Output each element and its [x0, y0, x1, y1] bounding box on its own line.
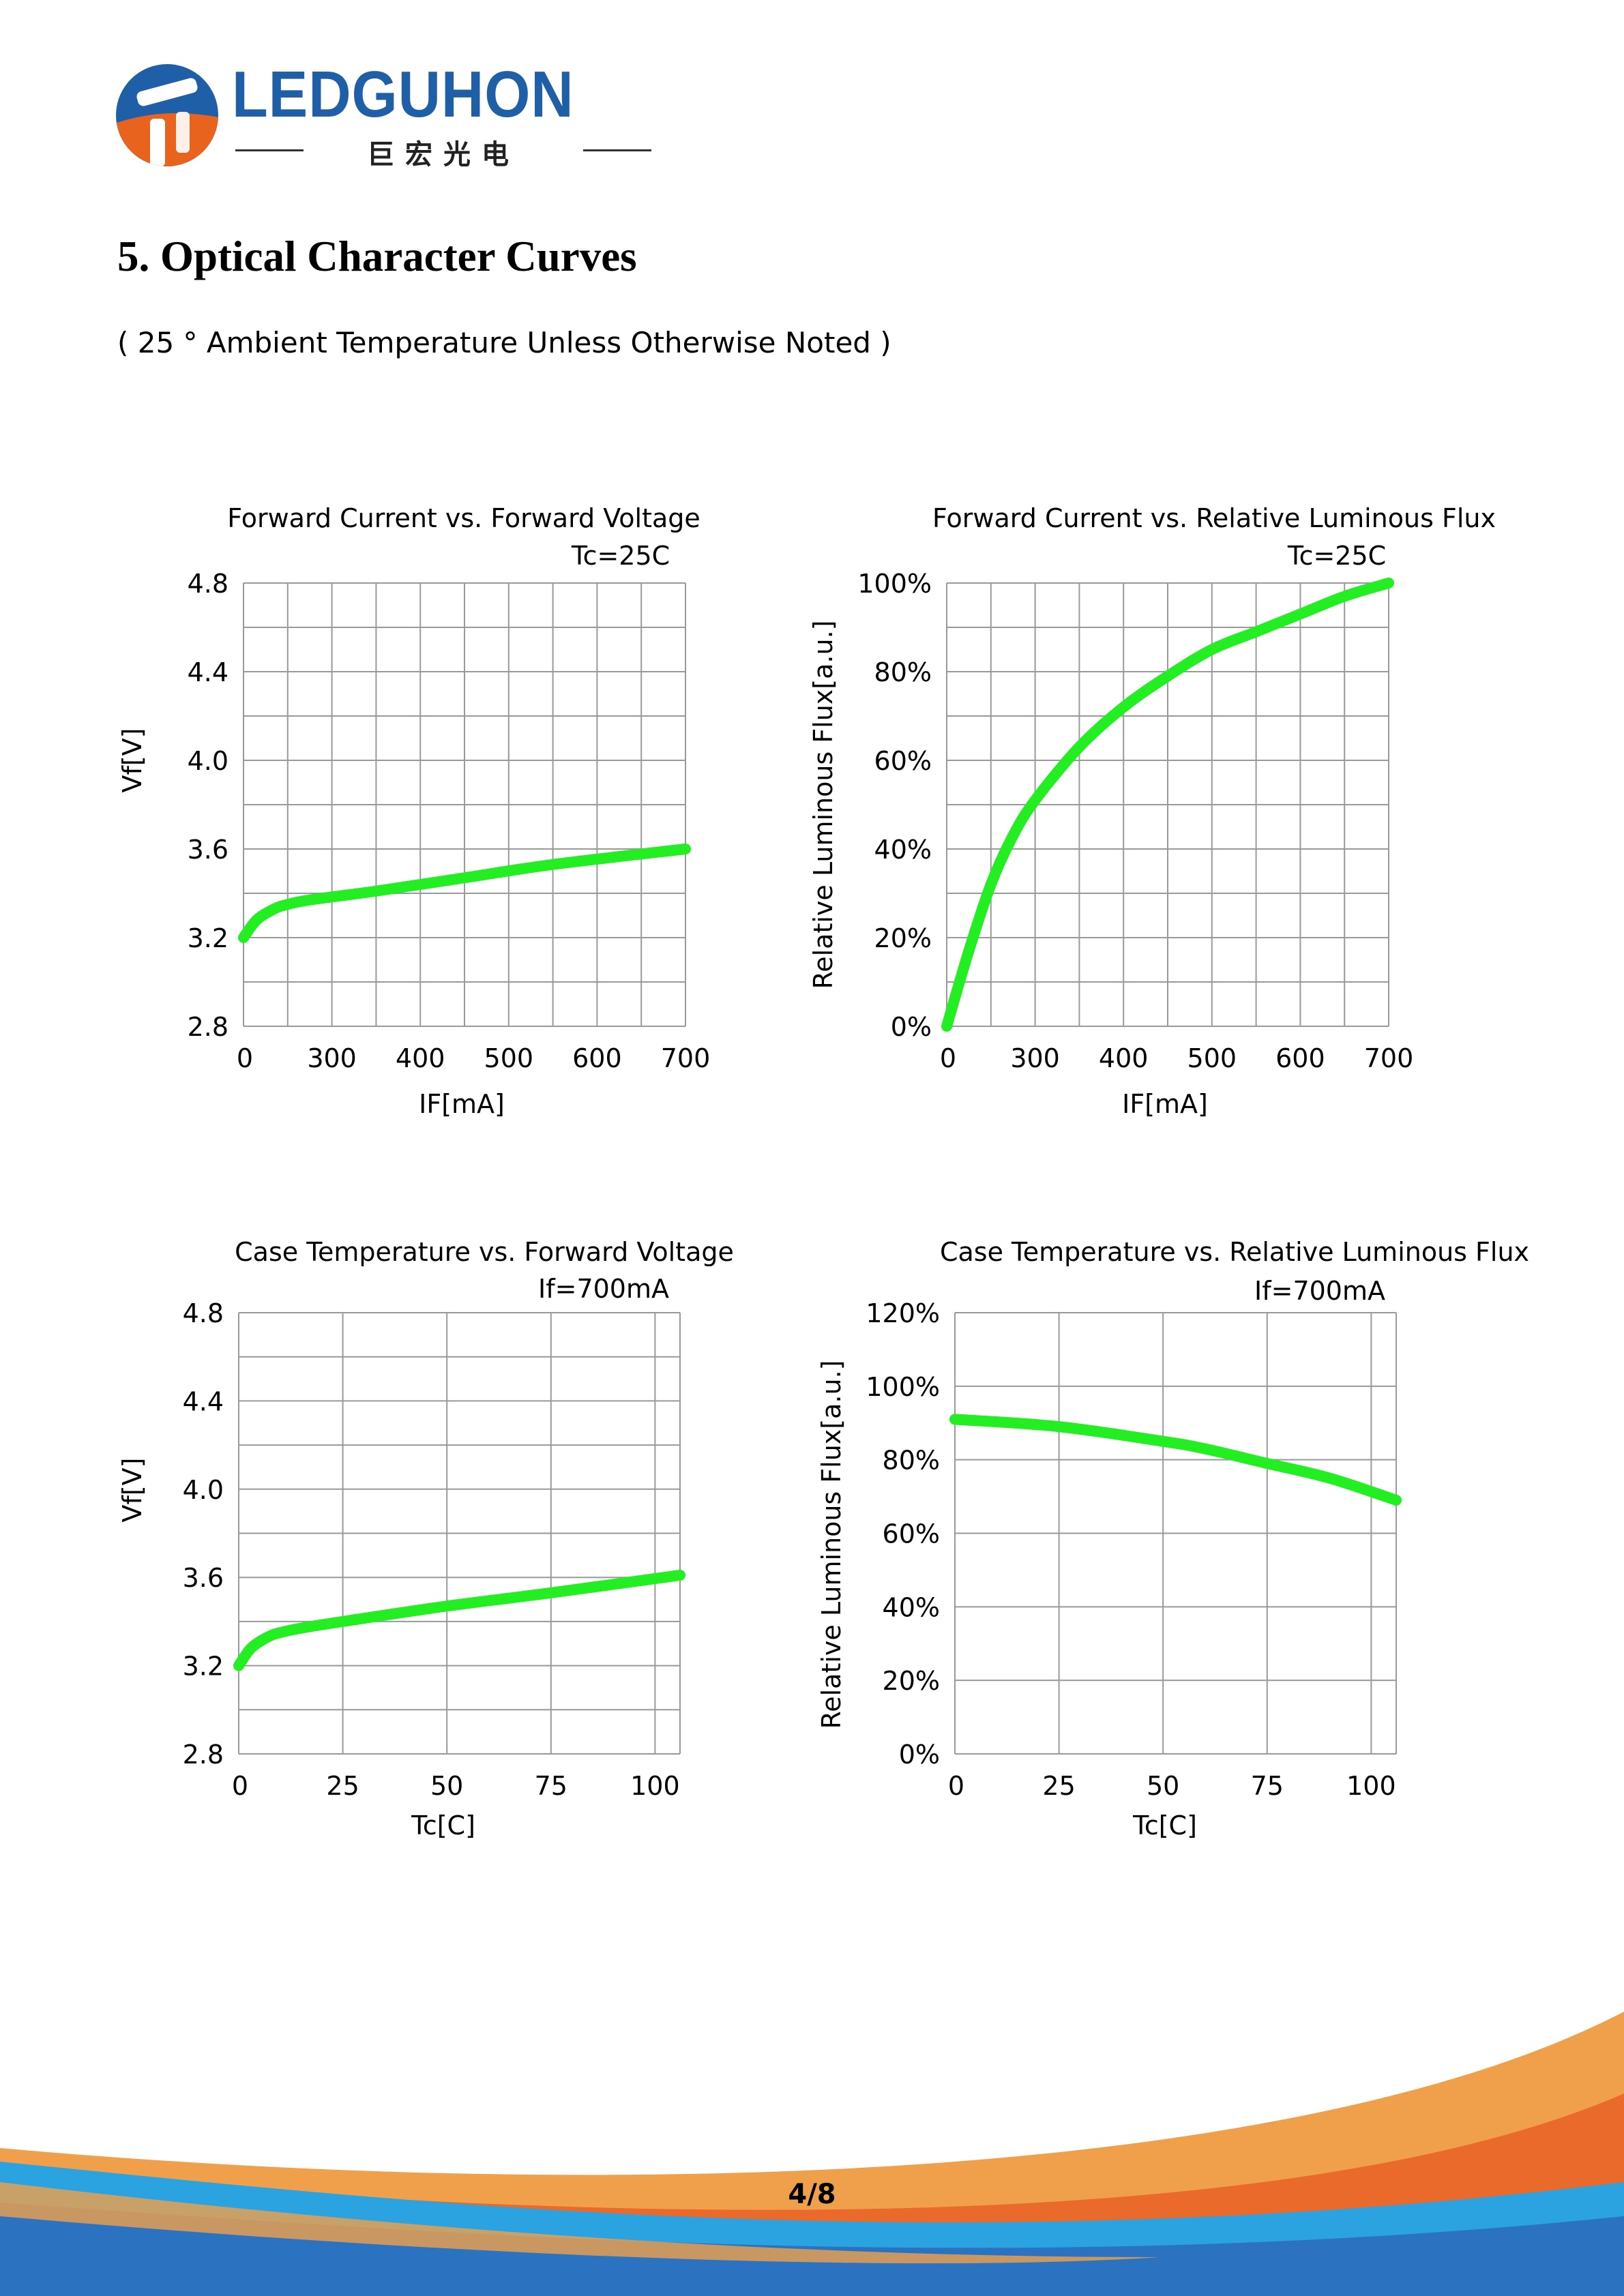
series-line [238, 844, 691, 943]
y-tick-label: 4.8 [183, 1298, 224, 1328]
x-ticks: 0 300 400 500 600 700 [940, 1043, 1413, 1073]
x-ticks: 0 25 50 75 100 [948, 1771, 1396, 1801]
y-tick-label: 120% [866, 1298, 940, 1328]
series-line [941, 578, 1394, 1032]
y-tick-label: 2.8 [188, 1012, 228, 1042]
y-tick-label: 3.6 [183, 1563, 224, 1593]
y-tick-label: 80% [883, 1446, 940, 1476]
y-ticks: 4.8 4.4 4.0 3.6 3.2 2.8 [183, 1298, 224, 1770]
y-tick-label: 80% [874, 657, 932, 687]
x-tick-label: 300 [307, 1043, 357, 1073]
x-tick-label: 400 [1099, 1043, 1149, 1073]
y-tick-label: 4.8 [188, 569, 228, 599]
y-tick-label: 20% [874, 923, 932, 953]
x-tick-label: 400 [396, 1043, 445, 1073]
y-tick-label: 0% [891, 1012, 932, 1042]
y-tick-label: 40% [883, 1592, 940, 1622]
y-tick-label: 3.2 [183, 1652, 224, 1682]
x-axis-label: Tc[C] [1132, 1810, 1197, 1840]
y-axis-label: Relative Luminous Flux[a.u.] [816, 1360, 846, 1729]
y-ticks: 100% 80% 60% 40% 20% 0% [857, 569, 932, 1042]
y-tick-label: 3.2 [188, 923, 228, 953]
x-tick-label: 25 [1042, 1771, 1075, 1801]
y-ticks: 4.8 4.4 4.0 3.6 3.2 2.8 [188, 569, 228, 1042]
y-tick-label: 4.0 [188, 746, 228, 776]
x-tick-label: 50 [1147, 1771, 1179, 1801]
page-title: 5. Optical Character Curves [117, 233, 637, 280]
chart-annotation: Tc=25C [1287, 541, 1386, 571]
y-tick-label: 4.4 [188, 657, 228, 687]
series-line [233, 1569, 685, 1671]
chart-annotation: If=700mA [1254, 1276, 1385, 1306]
chart-title: Case Temperature vs. Relative Luminous F… [940, 1237, 1529, 1267]
y-tick-label: 3.6 [188, 835, 228, 865]
y-ticks: 120% 100% 80% 60% 40% 20% 0% [866, 1298, 940, 1770]
footer-wave-decoration [0, 2012, 1624, 2296]
grid [946, 582, 1389, 1027]
chart-title: Forward Current vs. Forward Voltage [227, 503, 700, 533]
x-tick-label: 0 [232, 1771, 248, 1801]
x-tick-label: 50 [430, 1771, 463, 1801]
x-tick-label: 0 [948, 1771, 964, 1801]
y-tick-label: 0% [899, 1740, 940, 1770]
x-tick-label: 100 [1346, 1771, 1396, 1801]
y-axis-label: Relative Luminous Flux[a.u.] [808, 621, 838, 989]
y-axis-label: Vf[V] [117, 728, 147, 792]
series-line [949, 1414, 1402, 1506]
x-tick-label: 500 [484, 1043, 534, 1073]
x-tick-label: 700 [1364, 1043, 1414, 1073]
page-subtitle: ( 25 ° Ambient Temperature Unless Otherw… [117, 326, 891, 359]
chart-annotation: Tc=25C [571, 541, 670, 571]
y-tick-label: 20% [883, 1666, 940, 1696]
y-tick-label: 100% [866, 1372, 940, 1402]
logo-subtitle: 巨宏光电 [235, 132, 651, 170]
x-tick-label: 25 [326, 1771, 359, 1801]
x-tick-label: 700 [661, 1043, 711, 1073]
x-tick-label: 500 [1187, 1043, 1237, 1073]
x-ticks: 0 25 50 75 100 [232, 1771, 680, 1801]
chart-title: Case Temperature vs. Forward Voltage [235, 1237, 734, 1267]
x-ticks: 0 300 400 500 600 700 [237, 1043, 710, 1073]
y-tick-label: 2.8 [183, 1740, 224, 1770]
x-tick-label: 75 [535, 1771, 567, 1801]
x-axis-label: IF[mA] [1122, 1089, 1208, 1119]
x-tick-label: 0 [237, 1043, 253, 1073]
logo-globe-icon [116, 64, 218, 166]
y-tick-label: 60% [883, 1519, 940, 1549]
chart-title: Forward Current vs. Relative Luminous Fl… [932, 503, 1496, 533]
x-tick-label: 75 [1251, 1771, 1284, 1801]
x-axis-label: Tc[C] [411, 1810, 475, 1840]
x-tick-label: 600 [1275, 1043, 1325, 1073]
y-tick-label: 4.4 [183, 1386, 224, 1416]
x-axis-label: IF[mA] [419, 1089, 505, 1119]
grid [954, 1312, 1397, 1755]
company-logo: LEDGUHON 巨宏光电 [109, 57, 651, 173]
x-tick-label: 0 [940, 1043, 956, 1073]
grid [243, 582, 686, 1027]
y-tick-label: 60% [874, 746, 932, 776]
x-tick-label: 600 [572, 1043, 622, 1073]
y-tick-label: 40% [874, 835, 932, 865]
page-number: 4/8 [788, 2179, 836, 2210]
x-tick-label: 100 [630, 1771, 680, 1801]
y-axis-label: Vf[V] [117, 1457, 147, 1522]
y-tick-label: 4.0 [183, 1475, 224, 1505]
logo-wordmark: LEDGUHON [232, 58, 574, 131]
y-tick-label: 100% [857, 569, 932, 599]
grid [238, 1312, 681, 1755]
x-tick-label: 300 [1010, 1043, 1060, 1073]
chart-annotation: If=700mA [538, 1274, 669, 1304]
